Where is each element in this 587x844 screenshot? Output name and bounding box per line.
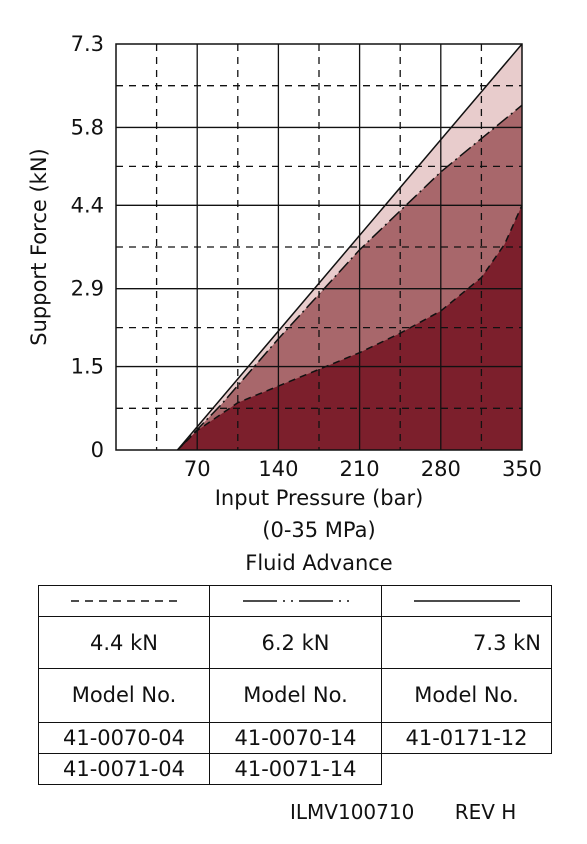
footer: ILMV100710 REV H bbox=[290, 800, 516, 824]
capacity-label: 4.4 kN bbox=[90, 630, 158, 655]
y-tick-label: 5.8 bbox=[71, 115, 104, 139]
chart: 0 1.5 2.9 4.4 5.8 7.3 70 140 210 280 350 Support … bbox=[27, 32, 542, 575]
x-tick-label: 210 bbox=[340, 457, 380, 481]
series-line-dashed bbox=[176, 204, 523, 451]
model-label: Model No. bbox=[414, 683, 519, 707]
model-number: 41-0070-14 bbox=[234, 726, 357, 750]
model-label-cell-2: Model No. bbox=[209, 668, 382, 723]
model-number: 41-0171-12 bbox=[405, 726, 528, 750]
series-lines bbox=[176, 43, 523, 451]
model-label: Model No. bbox=[243, 683, 348, 707]
legend-style-cell-1 bbox=[38, 585, 210, 617]
model-label-cell-1: Model No. bbox=[38, 668, 210, 723]
x-axis-label-line3: Fluid Advance bbox=[245, 551, 392, 575]
x-tick-label: 70 bbox=[184, 457, 211, 481]
x-tick-labels: 70 140 210 280 350 bbox=[184, 457, 542, 481]
y-axis-label: Support Force (kN) bbox=[27, 148, 51, 345]
capacity-label: 7.3 kN bbox=[473, 630, 541, 655]
model-label-cell-3: Model No. bbox=[381, 668, 552, 723]
y-tick-label: 4.4 bbox=[71, 193, 104, 217]
model-label: Model No. bbox=[71, 683, 177, 707]
x-tick-label: 140 bbox=[258, 457, 298, 481]
capacity-cell-3: 7.3 kN bbox=[381, 616, 552, 669]
series-line-solid bbox=[176, 43, 523, 451]
y-tick-label: 2.9 bbox=[71, 277, 104, 301]
x-axis-label: Input Pressure (bar) bbox=[215, 486, 424, 510]
model-number: 41-0071-14 bbox=[234, 757, 357, 781]
y-tick-labels: 0 1.5 2.9 4.4 5.8 7.3 bbox=[71, 32, 104, 462]
drawing-code: ILMV100710 bbox=[290, 800, 415, 824]
plot-frame bbox=[115, 43, 523, 451]
series-line-dash-dot bbox=[176, 104, 523, 451]
model-number-cell: 41-0071-04 bbox=[38, 753, 210, 785]
model-number-cell: 41-0070-04 bbox=[38, 722, 210, 754]
area-dashed bbox=[177, 205, 523, 450]
model-number: 41-0070-04 bbox=[62, 726, 186, 750]
model-number: 41-0071-04 bbox=[62, 757, 186, 781]
legend-style-cell-2 bbox=[209, 585, 382, 617]
legend-style-cell-3 bbox=[381, 585, 552, 617]
model-number-cell: 41-0070-14 bbox=[209, 722, 382, 754]
y-tick-label: 0 bbox=[91, 438, 104, 462]
model-number-cell: 41-0071-14 bbox=[209, 753, 382, 785]
x-tick-label: 280 bbox=[421, 457, 461, 481]
model-number-cell: 41-0171-12 bbox=[381, 722, 552, 754]
capacity-cell-2: 6.2 kN bbox=[209, 616, 382, 669]
x-tick-label: 350 bbox=[502, 457, 542, 481]
y-tick-label: 1.5 bbox=[71, 355, 104, 379]
y-tick-label: 7.3 bbox=[71, 32, 104, 56]
capacity-cell-1: 4.4 kN bbox=[38, 616, 210, 669]
revision-label: REV H bbox=[454, 800, 517, 824]
capacity-label: 6.2 kN bbox=[261, 630, 330, 655]
x-axis-label-line2: (0-35 MPa) bbox=[262, 518, 375, 542]
grid-lines bbox=[116, 44, 522, 450]
